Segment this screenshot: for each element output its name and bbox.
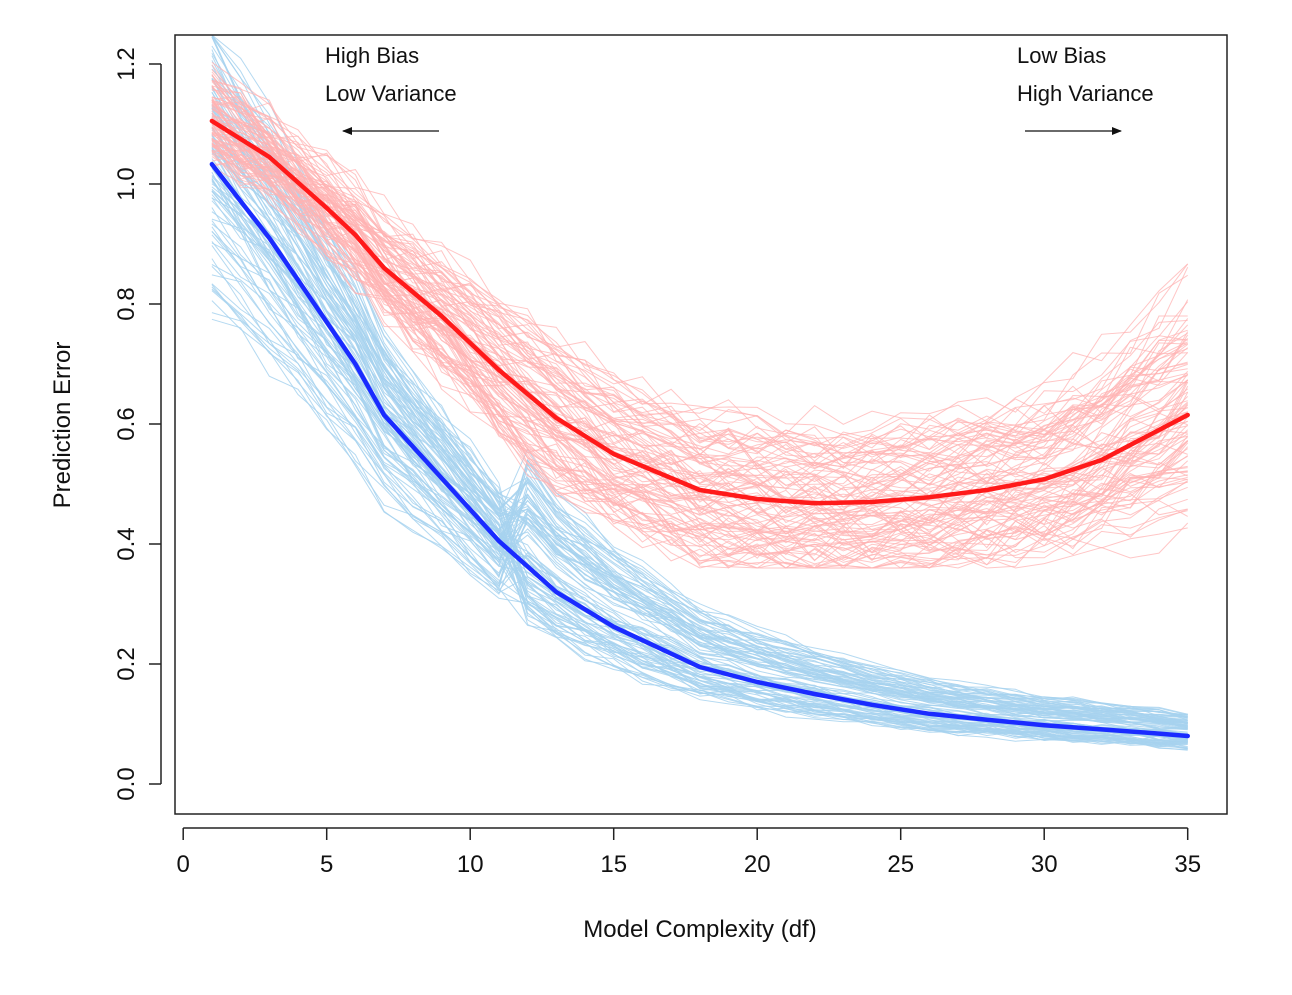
test-error-realization bbox=[211, 151, 1189, 550]
training-error-realization bbox=[211, 49, 1188, 746]
y-tick-label: 0.6 bbox=[113, 407, 140, 440]
test-error-realization bbox=[211, 74, 1188, 556]
x-tick-label: 35 bbox=[1174, 851, 1201, 878]
x-tick-label: 0 bbox=[177, 851, 190, 878]
x-axis-title: Model Complexity (df) bbox=[583, 916, 816, 943]
training-error-realization bbox=[211, 106, 1188, 743]
test-error-realization bbox=[211, 96, 1189, 521]
test-error-realization bbox=[211, 117, 1189, 512]
test-error-realization bbox=[211, 99, 1188, 481]
y-tick-label: 0.8 bbox=[113, 287, 140, 320]
test-error-realization bbox=[211, 150, 1189, 556]
test-error-realization bbox=[211, 101, 1188, 470]
test-error-realization bbox=[211, 163, 1189, 569]
annotation-high-bias: High Bias Low Variance bbox=[325, 43, 457, 135]
test-error-realization bbox=[211, 86, 1188, 464]
x-axis: 0 5 10 15 20 25 30 35 bbox=[177, 827, 1201, 878]
annotation-low-bias: Low Bias High Variance bbox=[1017, 43, 1154, 135]
test-error-realization bbox=[211, 124, 1189, 569]
training-error-realization bbox=[211, 258, 1188, 716]
training-error-realization bbox=[211, 134, 1188, 723]
training-error-realization bbox=[211, 78, 1188, 718]
annotation-high-bias-line2: Low Variance bbox=[325, 81, 457, 106]
annotation-low-bias-line1: Low Bias bbox=[1017, 43, 1106, 68]
y-axis-title: Prediction Error bbox=[49, 342, 76, 509]
training-error-realization bbox=[211, 158, 1188, 719]
training-error-realization bbox=[211, 178, 1188, 730]
x-tick-label: 15 bbox=[600, 851, 627, 878]
test-error-realization bbox=[211, 79, 1188, 463]
x-tick-label: 25 bbox=[887, 851, 914, 878]
x-tick-label: 20 bbox=[744, 851, 771, 878]
test-error-realization bbox=[211, 61, 1188, 435]
test-error-realization bbox=[211, 110, 1189, 530]
y-tick-label: 0.2 bbox=[113, 647, 140, 680]
plot-frame bbox=[174, 34, 1228, 815]
test-error-mean-line bbox=[209, 118, 1190, 506]
training-error-realization bbox=[211, 112, 1188, 749]
test-error-realization bbox=[211, 99, 1189, 436]
annotation-high-bias-line1: High Bias bbox=[325, 43, 419, 68]
test-error-realization bbox=[211, 115, 1188, 524]
training-error-realization bbox=[211, 34, 1188, 750]
mean-curves bbox=[209, 118, 1190, 739]
training-error-realization bbox=[211, 242, 1188, 727]
x-tick-label: 10 bbox=[457, 851, 484, 878]
test-error-realization bbox=[211, 85, 1189, 467]
training-error-realization bbox=[211, 55, 1188, 718]
test-error-realization bbox=[211, 138, 1188, 558]
test-error-realization bbox=[211, 108, 1189, 456]
test-error-realization bbox=[211, 100, 1188, 535]
test-error-realization bbox=[211, 74, 1189, 449]
training-error-band bbox=[211, 34, 1188, 751]
x-tick-label: 5 bbox=[320, 851, 333, 878]
test-error-realization bbox=[211, 81, 1188, 569]
test-error-realization bbox=[211, 87, 1188, 569]
y-tick-label: 1.2 bbox=[113, 47, 140, 80]
training-error-realization bbox=[211, 79, 1188, 726]
test-error-realization bbox=[211, 64, 1189, 458]
training-error-realization bbox=[211, 113, 1188, 748]
training-error-realization bbox=[211, 104, 1188, 725]
test-error-realization bbox=[211, 112, 1189, 467]
test-error-realization bbox=[211, 79, 1189, 531]
test-error-realization bbox=[211, 138, 1188, 560]
test-error-realization bbox=[211, 145, 1188, 462]
test-error-realization bbox=[211, 96, 1188, 466]
training-error-realization bbox=[211, 35, 1188, 723]
y-tick-label: 0.4 bbox=[113, 527, 140, 560]
y-tick-label: 1.0 bbox=[113, 167, 140, 200]
test-error-realization bbox=[211, 104, 1189, 447]
y-tick-label: 0.0 bbox=[113, 767, 140, 800]
test-error-realization bbox=[211, 120, 1188, 471]
x-tick-label: 30 bbox=[1031, 851, 1058, 878]
annotation-low-bias-line2: High Variance bbox=[1017, 81, 1154, 106]
test-error-realization bbox=[211, 135, 1188, 553]
test-error-realization bbox=[211, 142, 1189, 515]
test-error-realization bbox=[211, 132, 1188, 569]
training-error-mean-line bbox=[209, 161, 1190, 739]
y-axis: 0.0 0.2 0.4 0.6 0.8 1.0 1.2 bbox=[113, 47, 162, 801]
